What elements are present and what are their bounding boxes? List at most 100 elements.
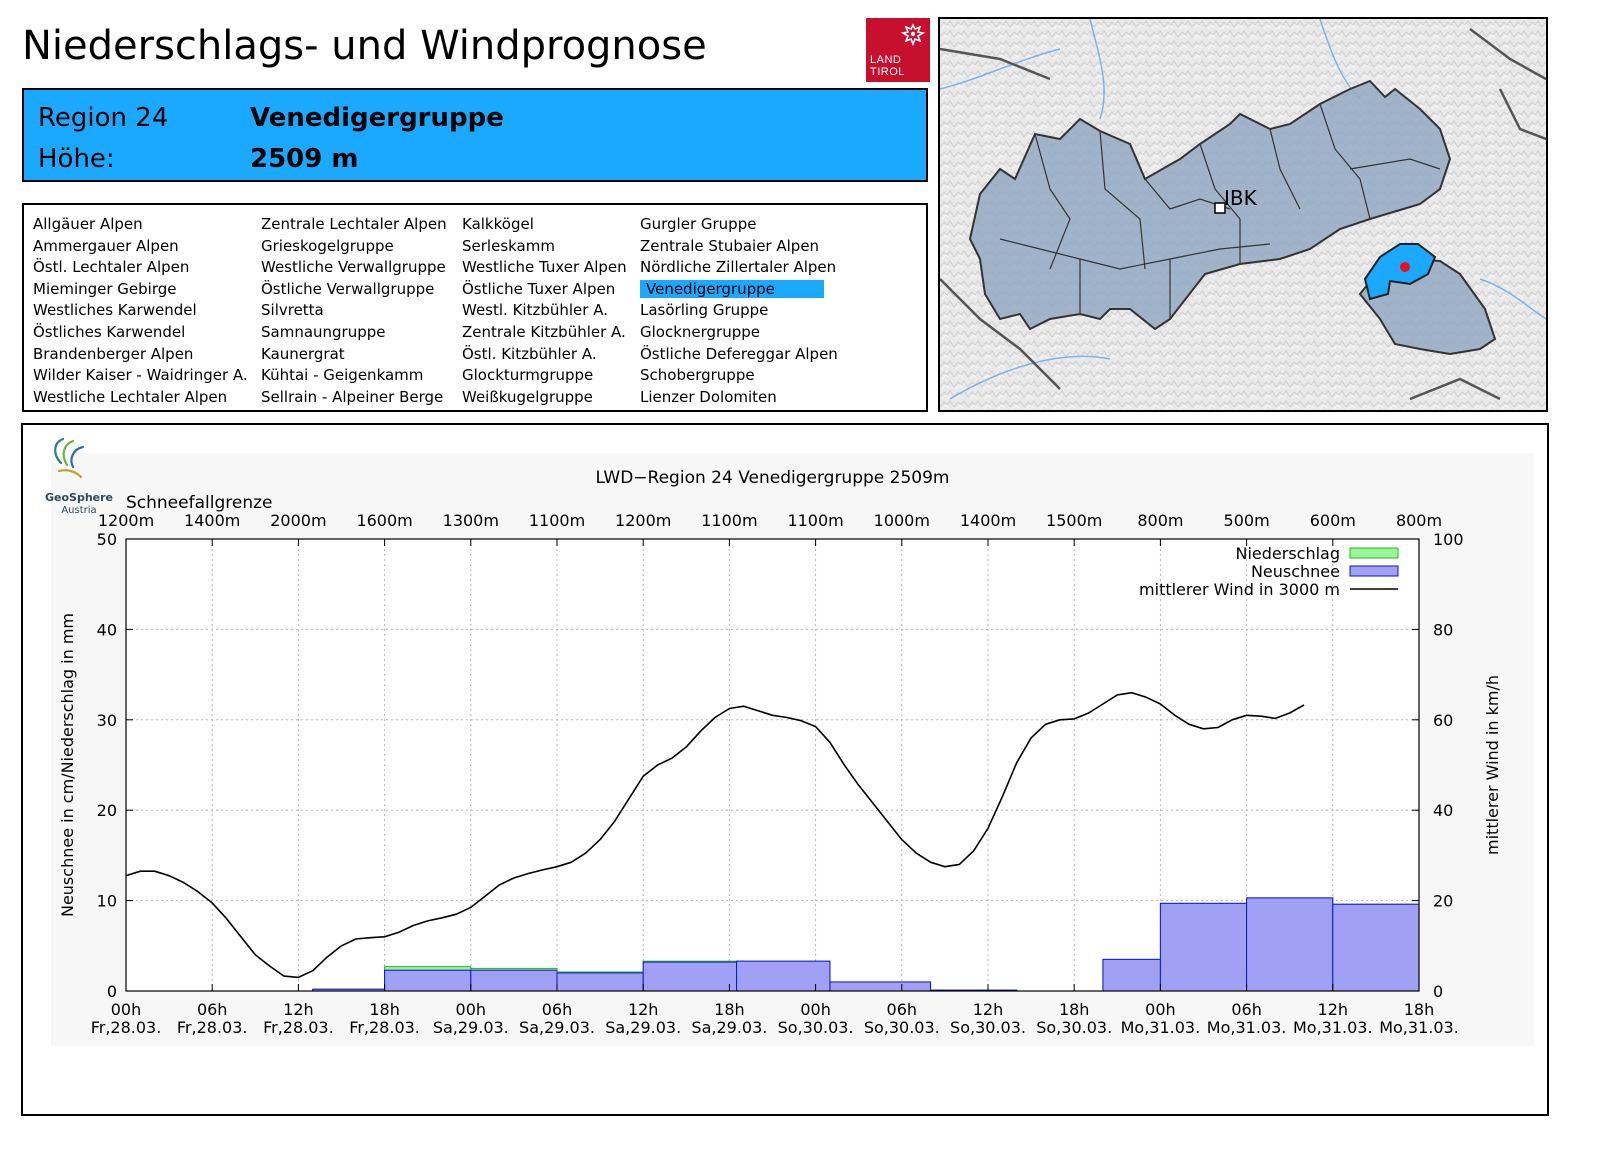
x-tick-label-time: 12h: [283, 1000, 314, 1019]
snow-bar: [1159, 902, 1248, 992]
snow-bar: [642, 961, 738, 992]
region-list-item[interactable]: Kalkkögel: [462, 215, 534, 233]
y-tick-label-left: 10: [97, 892, 117, 911]
region-list-item[interactable]: Westliche Tuxer Alpen: [462, 258, 627, 277]
y-tick-label-left: 50: [97, 530, 117, 549]
x-tick-label-time: 12h: [628, 1000, 659, 1019]
y-tick-label-right: 60: [1433, 711, 1453, 730]
region-list-item[interactable]: Weißkugelgruppe: [462, 387, 593, 406]
geosphere-logo-icon: [70, 445, 85, 469]
snowline-label: 1200m: [615, 511, 671, 530]
snow-bar: [384, 969, 472, 992]
region-list-item[interactable]: Westliche Lechtaler Alpen: [33, 387, 228, 406]
x-tick-label-time: 00h: [800, 1000, 831, 1019]
region-list-item[interactable]: Glocknergruppe: [640, 323, 761, 341]
region-list-item[interactable]: Sellrain - Alpeiner Berge: [261, 387, 444, 406]
region-list-item[interactable]: Allgäuer Alpen: [33, 215, 143, 233]
snowline-label: 1500m: [1046, 511, 1102, 530]
brand-sub: Austria: [61, 505, 96, 516]
region-list-item[interactable]: Östliches Karwendel: [33, 323, 186, 341]
region-list-item[interactable]: Serleskamm: [462, 236, 555, 255]
region-list-item[interactable]: Mieminger Gebirge: [33, 279, 177, 298]
x-tick-label-time: 18h: [369, 1000, 400, 1019]
snow-bar: [736, 960, 831, 992]
x-tick-label-time: 00h: [1145, 1000, 1176, 1019]
region-list-item[interactable]: Zentrale Stubaier Alpen: [640, 236, 820, 255]
snowline-label: 1600m: [356, 511, 412, 530]
region-list-item[interactable]: Nördliche Zillertaler Alpen: [640, 258, 837, 277]
chart-title: LWD−Region 24 Venedigergruppe 2509m: [596, 468, 950, 488]
x-tick-label-time: 18h: [1404, 1000, 1435, 1019]
plot-border: [125, 538, 1420, 992]
x-tick-label-date: Mo,31.03.: [1379, 1018, 1459, 1037]
x-tick-label-date: Sa,29.03.: [433, 1018, 509, 1037]
region-list-item[interactable]: Kühtai - Geigenkamm: [261, 366, 424, 385]
region-list-item[interactable]: Östl. Kitzbühler A.: [462, 344, 597, 363]
region-list-item[interactable]: Samnaungruppe: [261, 323, 386, 341]
x-tick-label-date: Mo,31.03.: [1207, 1018, 1287, 1037]
selected-region-highlight: [1363, 243, 1437, 301]
snowline-label: 500m: [1224, 511, 1270, 530]
x-tick-label-date: Mo,31.03.: [1121, 1018, 1201, 1037]
snowline-label: 1100m: [787, 511, 843, 530]
region-list-item[interactable]: Grieskogelgruppe: [261, 236, 394, 255]
region-list-item[interactable]: Westl. Kitzbühler A.: [462, 301, 608, 320]
region-list-item[interactable]: Brandenberger Alpen: [33, 344, 194, 363]
x-tick-label-date: Fr,28.03.: [177, 1018, 248, 1037]
region-list-item[interactable]: Gurgler Gruppe: [640, 215, 757, 233]
x-tick-label-date: So,30.03.: [864, 1018, 940, 1037]
region-list-item[interactable]: Glockturmgruppe: [462, 366, 594, 385]
geosphere-logo-icon: [57, 469, 83, 479]
x-tick-label-date: Fr,28.03.: [263, 1018, 334, 1037]
snow-bar: [556, 972, 644, 992]
region-list-item[interactable]: Wilder Kaiser - Waidringer A.: [33, 366, 248, 385]
region-name: Venedigergruppe: [250, 103, 504, 133]
logo-text-land: LAND: [870, 54, 902, 66]
snowline-label: 2000m: [270, 511, 326, 530]
snowline-label: 1100m: [529, 511, 585, 530]
x-tick-label-time: 12h: [1318, 1000, 1349, 1019]
legend-label-precip: Niederschlag: [1235, 544, 1340, 563]
region-list-item[interactable]: Östliche Tuxer Alpen: [462, 279, 616, 298]
map-svg: IBK: [940, 19, 1546, 410]
brand-name: GeoSphere: [45, 491, 113, 504]
x-tick-label-time: 06h: [197, 1000, 228, 1019]
region-list: Allgäuer Alpen Ammergauer Alpen Östl. Lech…: [22, 203, 928, 412]
city-label: IBK: [1224, 186, 1258, 210]
region-list-item[interactable]: Ammergauer Alpen: [33, 236, 179, 255]
x-tick-label-time: 00h: [111, 1000, 142, 1019]
region-list-item[interactable]: Lasörling Gruppe: [640, 301, 769, 320]
y-tick-label-right: 0: [1433, 982, 1443, 1001]
region-list-item[interactable]: Westliches Karwendel: [33, 301, 197, 320]
snow-bar: [829, 981, 932, 992]
region-list-item[interactable]: Schobergruppe: [640, 366, 755, 385]
region-list-item[interactable]: Zentrale Lechtaler Alpen: [261, 215, 447, 233]
height-value: 2509 m: [250, 144, 359, 174]
tirol-north-outline: [968, 79, 1452, 331]
tirol-eagle-icon: [900, 23, 926, 47]
y-tick-label-left: 0: [107, 982, 117, 1001]
region-list-item[interactable]: Silvretta: [261, 301, 324, 320]
region-list-item[interactable]: Östliche Verwallgruppe: [261, 279, 435, 298]
y-tick-label-right: 100: [1433, 530, 1464, 549]
region-list-item[interactable]: Westliche Verwallgruppe: [261, 258, 446, 277]
wind-line: [125, 691, 1305, 979]
region-list-item[interactable]: Kaunergrat: [261, 344, 345, 363]
region-list-item[interactable]: Östliche Defereggar Alpen: [640, 344, 838, 363]
snow-bar: [1246, 897, 1334, 992]
y-tick-label-right: 40: [1433, 801, 1453, 820]
land-tirol-logo: LAND TIROL: [866, 18, 930, 82]
y-tick-label-left: 30: [97, 711, 117, 730]
region-info-box: Region 24 Venedigergruppe Höhe: 2509 m: [22, 88, 928, 182]
x-tick-label-date: Fr,28.03.: [349, 1018, 420, 1037]
region-list-item[interactable]: Venedigergruppe: [640, 279, 824, 298]
snowline-label: 1400m: [184, 511, 240, 530]
region-list-item[interactable]: Östl. Lechtaler Alpen: [33, 258, 190, 277]
geosphere-logo-icon: [62, 439, 75, 467]
x-tick-label-time: 12h: [973, 1000, 1004, 1019]
height-label: Höhe:: [38, 144, 115, 174]
region-list-item[interactable]: Lienzer Dolomiten: [640, 387, 777, 406]
snow-bar: [1332, 903, 1420, 992]
region-list-item[interactable]: Zentrale Kitzbühler A.: [462, 323, 626, 341]
x-tick-label-date: Sa,29.03.: [691, 1018, 767, 1037]
